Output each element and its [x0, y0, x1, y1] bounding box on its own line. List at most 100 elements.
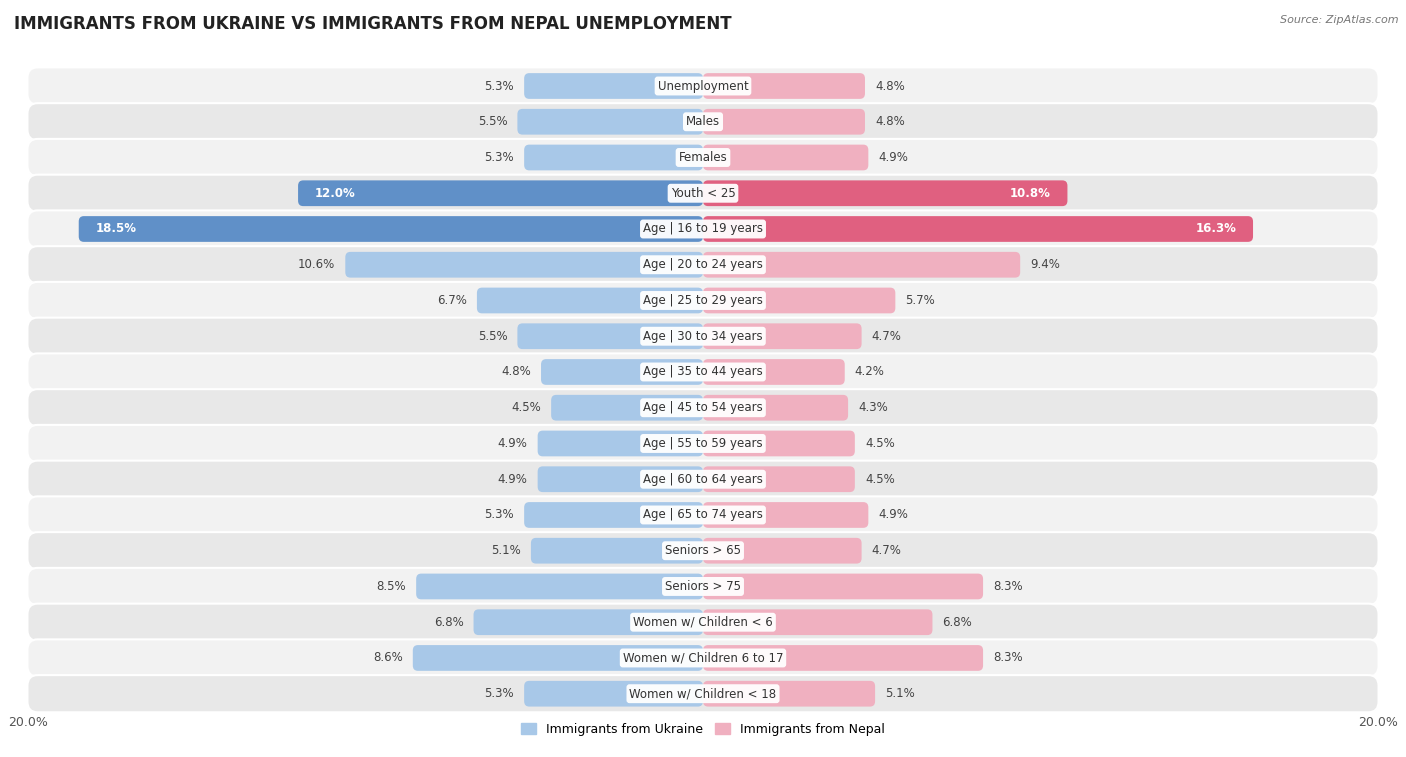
Text: 16.3%: 16.3%: [1195, 223, 1236, 235]
FancyBboxPatch shape: [28, 675, 1378, 712]
Text: 5.1%: 5.1%: [886, 687, 915, 700]
FancyBboxPatch shape: [537, 431, 703, 456]
FancyBboxPatch shape: [28, 318, 1378, 355]
Text: 4.3%: 4.3%: [858, 401, 889, 414]
FancyBboxPatch shape: [28, 139, 1378, 176]
Text: 4.8%: 4.8%: [875, 79, 905, 92]
FancyBboxPatch shape: [416, 574, 703, 600]
Text: 6.8%: 6.8%: [433, 615, 464, 629]
FancyBboxPatch shape: [298, 180, 703, 206]
Text: 4.7%: 4.7%: [872, 544, 901, 557]
FancyBboxPatch shape: [524, 145, 703, 170]
Text: 5.5%: 5.5%: [478, 330, 508, 343]
FancyBboxPatch shape: [703, 431, 855, 456]
FancyBboxPatch shape: [28, 497, 1378, 534]
Text: 9.4%: 9.4%: [1031, 258, 1060, 271]
FancyBboxPatch shape: [28, 210, 1378, 248]
FancyBboxPatch shape: [703, 574, 983, 600]
FancyBboxPatch shape: [703, 288, 896, 313]
FancyBboxPatch shape: [28, 246, 1378, 283]
FancyBboxPatch shape: [703, 217, 1253, 242]
FancyBboxPatch shape: [531, 538, 703, 563]
FancyBboxPatch shape: [28, 640, 1378, 677]
FancyBboxPatch shape: [413, 645, 703, 671]
Text: 5.3%: 5.3%: [485, 687, 515, 700]
Text: Age | 55 to 59 years: Age | 55 to 59 years: [643, 437, 763, 450]
Text: Age | 25 to 29 years: Age | 25 to 29 years: [643, 294, 763, 307]
FancyBboxPatch shape: [703, 359, 845, 385]
Text: Age | 35 to 44 years: Age | 35 to 44 years: [643, 366, 763, 378]
FancyBboxPatch shape: [703, 145, 869, 170]
Text: 4.5%: 4.5%: [512, 401, 541, 414]
FancyBboxPatch shape: [28, 175, 1378, 212]
Text: Age | 60 to 64 years: Age | 60 to 64 years: [643, 472, 763, 486]
Text: 4.2%: 4.2%: [855, 366, 884, 378]
Text: 5.3%: 5.3%: [485, 151, 515, 164]
FancyBboxPatch shape: [28, 460, 1378, 498]
Text: 4.5%: 4.5%: [865, 437, 894, 450]
FancyBboxPatch shape: [346, 252, 703, 278]
FancyBboxPatch shape: [703, 395, 848, 421]
Text: 5.5%: 5.5%: [478, 115, 508, 128]
Text: 4.9%: 4.9%: [498, 472, 527, 486]
FancyBboxPatch shape: [703, 681, 875, 706]
Text: Seniors > 65: Seniors > 65: [665, 544, 741, 557]
Text: 10.8%: 10.8%: [1010, 187, 1050, 200]
FancyBboxPatch shape: [28, 425, 1378, 462]
Text: 12.0%: 12.0%: [315, 187, 356, 200]
Text: Unemployment: Unemployment: [658, 79, 748, 92]
Text: 6.7%: 6.7%: [437, 294, 467, 307]
FancyBboxPatch shape: [541, 359, 703, 385]
FancyBboxPatch shape: [517, 109, 703, 135]
FancyBboxPatch shape: [477, 288, 703, 313]
Text: Age | 30 to 34 years: Age | 30 to 34 years: [643, 330, 763, 343]
Text: Women w/ Children < 18: Women w/ Children < 18: [630, 687, 776, 700]
FancyBboxPatch shape: [517, 323, 703, 349]
FancyBboxPatch shape: [703, 252, 1021, 278]
Text: Women w/ Children 6 to 17: Women w/ Children 6 to 17: [623, 652, 783, 665]
FancyBboxPatch shape: [703, 180, 1067, 206]
FancyBboxPatch shape: [28, 354, 1378, 391]
Text: Youth < 25: Youth < 25: [671, 187, 735, 200]
Text: 5.1%: 5.1%: [491, 544, 520, 557]
FancyBboxPatch shape: [28, 568, 1378, 605]
Text: 5.7%: 5.7%: [905, 294, 935, 307]
FancyBboxPatch shape: [28, 67, 1378, 104]
FancyBboxPatch shape: [537, 466, 703, 492]
FancyBboxPatch shape: [28, 282, 1378, 319]
FancyBboxPatch shape: [703, 645, 983, 671]
Text: 4.9%: 4.9%: [498, 437, 527, 450]
Text: Age | 16 to 19 years: Age | 16 to 19 years: [643, 223, 763, 235]
FancyBboxPatch shape: [703, 538, 862, 563]
Text: 8.3%: 8.3%: [993, 580, 1022, 593]
FancyBboxPatch shape: [703, 73, 865, 99]
Text: Males: Males: [686, 115, 720, 128]
Legend: Immigrants from Ukraine, Immigrants from Nepal: Immigrants from Ukraine, Immigrants from…: [516, 718, 890, 740]
Text: Females: Females: [679, 151, 727, 164]
Text: 4.9%: 4.9%: [879, 509, 908, 522]
Text: Age | 65 to 74 years: Age | 65 to 74 years: [643, 509, 763, 522]
FancyBboxPatch shape: [28, 603, 1378, 640]
Text: Women w/ Children < 6: Women w/ Children < 6: [633, 615, 773, 629]
Text: IMMIGRANTS FROM UKRAINE VS IMMIGRANTS FROM NEPAL UNEMPLOYMENT: IMMIGRANTS FROM UKRAINE VS IMMIGRANTS FR…: [14, 15, 731, 33]
Text: 8.3%: 8.3%: [993, 652, 1022, 665]
FancyBboxPatch shape: [703, 109, 865, 135]
Text: 4.8%: 4.8%: [501, 366, 531, 378]
Text: 4.8%: 4.8%: [875, 115, 905, 128]
FancyBboxPatch shape: [524, 73, 703, 99]
Text: Source: ZipAtlas.com: Source: ZipAtlas.com: [1281, 15, 1399, 25]
Text: 8.5%: 8.5%: [377, 580, 406, 593]
Text: 10.6%: 10.6%: [298, 258, 335, 271]
FancyBboxPatch shape: [703, 609, 932, 635]
FancyBboxPatch shape: [28, 103, 1378, 140]
FancyBboxPatch shape: [28, 532, 1378, 569]
Text: 5.3%: 5.3%: [485, 509, 515, 522]
FancyBboxPatch shape: [474, 609, 703, 635]
Text: 18.5%: 18.5%: [96, 223, 136, 235]
FancyBboxPatch shape: [703, 502, 869, 528]
Text: 5.3%: 5.3%: [485, 79, 515, 92]
Text: 4.7%: 4.7%: [872, 330, 901, 343]
Text: Age | 45 to 54 years: Age | 45 to 54 years: [643, 401, 763, 414]
FancyBboxPatch shape: [524, 502, 703, 528]
FancyBboxPatch shape: [28, 389, 1378, 426]
